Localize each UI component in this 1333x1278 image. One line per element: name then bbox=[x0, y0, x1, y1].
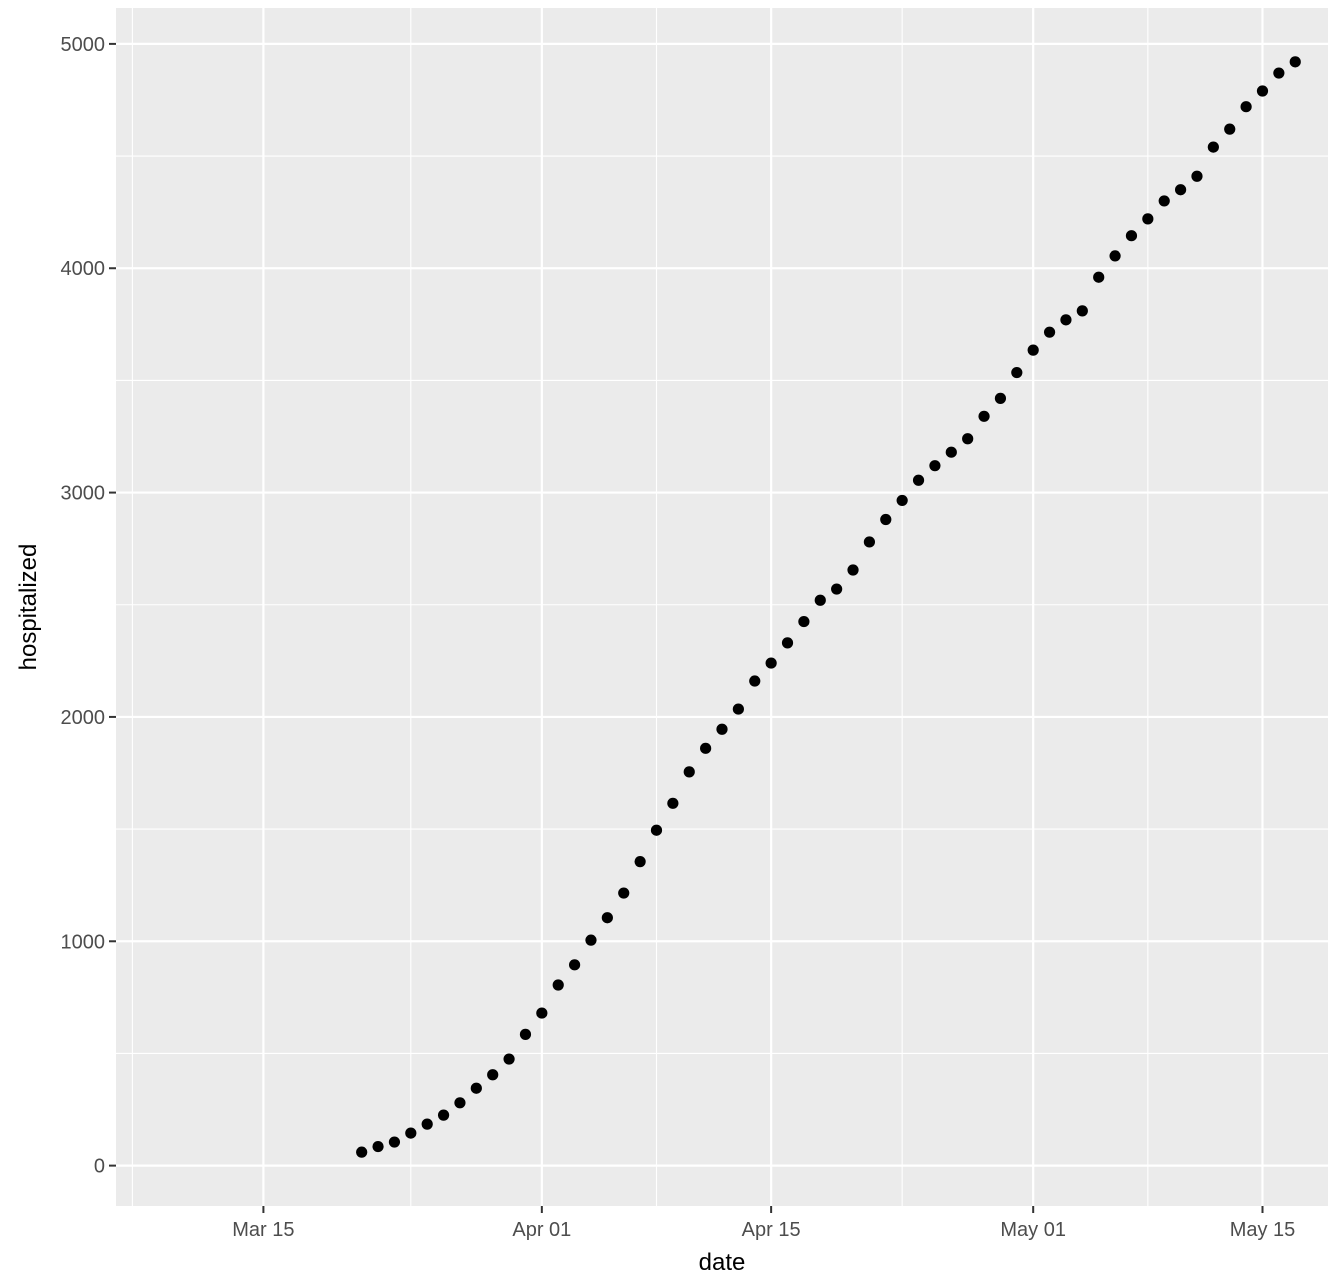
data-point bbox=[994, 392, 1007, 404]
data-point bbox=[650, 824, 663, 836]
y-tick-label: 3000 bbox=[61, 483, 106, 505]
data-point bbox=[388, 1136, 401, 1148]
y-tick-label: 4000 bbox=[61, 258, 106, 280]
data-point bbox=[405, 1127, 417, 1139]
data-point bbox=[421, 1118, 433, 1130]
data-point bbox=[749, 675, 761, 687]
x-tick-label: Mar 15 bbox=[232, 1219, 294, 1241]
data-point bbox=[1043, 326, 1056, 338]
y-tick-label: 0 bbox=[94, 1156, 105, 1178]
data-point bbox=[1011, 366, 1023, 379]
data-point bbox=[1174, 184, 1187, 196]
x-axis-title: date bbox=[699, 1249, 746, 1276]
data-point bbox=[978, 410, 990, 422]
y-tick-label: 1000 bbox=[61, 931, 106, 953]
data-point bbox=[1142, 213, 1154, 225]
data-point bbox=[519, 1028, 532, 1040]
data-point bbox=[700, 742, 712, 754]
data-point bbox=[1256, 85, 1269, 97]
x-tick-label: Apr 01 bbox=[512, 1219, 571, 1241]
plot-panel bbox=[116, 8, 1328, 1206]
data-point bbox=[437, 1109, 450, 1121]
data-point bbox=[1076, 305, 1088, 317]
data-point bbox=[552, 979, 564, 991]
data-point bbox=[356, 1146, 368, 1158]
data-point bbox=[503, 1053, 515, 1065]
x-axis: Mar 15 Apr 01 Apr 15 May 01 May 15 bbox=[232, 1206, 1295, 1241]
data-point bbox=[634, 856, 646, 868]
data-point bbox=[896, 494, 908, 507]
data-point bbox=[912, 474, 925, 486]
x-tick-label: May 15 bbox=[1230, 1219, 1296, 1241]
data-point bbox=[781, 637, 794, 649]
data-point bbox=[1289, 56, 1301, 68]
data-point bbox=[470, 1082, 482, 1094]
data-point bbox=[1125, 230, 1138, 242]
data-point bbox=[716, 723, 728, 735]
data-point bbox=[683, 766, 695, 778]
data-point bbox=[847, 564, 859, 576]
data-point bbox=[863, 536, 876, 548]
y-axis-title: hospitalized bbox=[15, 544, 42, 671]
data-point bbox=[732, 703, 744, 715]
data-point bbox=[536, 1007, 548, 1019]
data-point bbox=[880, 513, 892, 526]
data-point bbox=[1273, 67, 1285, 79]
data-point bbox=[1240, 101, 1252, 113]
y-axis: 0 1000 2000 3000 4000 5000 bbox=[61, 34, 116, 1178]
y-tick-label: 2000 bbox=[61, 707, 106, 729]
data-point bbox=[372, 1140, 384, 1153]
data-point bbox=[601, 912, 613, 924]
data-point bbox=[618, 887, 630, 899]
data-point bbox=[585, 934, 597, 946]
data-point bbox=[814, 594, 826, 606]
data-point bbox=[1109, 250, 1121, 262]
data-point bbox=[1093, 271, 1105, 283]
data-point bbox=[1224, 123, 1236, 135]
data-point bbox=[667, 797, 679, 809]
data-point bbox=[1060, 314, 1072, 326]
x-tick-label: May 01 bbox=[1000, 1219, 1066, 1241]
data-point bbox=[831, 583, 843, 595]
x-tick-label: Apr 15 bbox=[742, 1219, 801, 1241]
data-point bbox=[487, 1069, 499, 1081]
data-point bbox=[568, 959, 581, 971]
y-tick-label: 5000 bbox=[61, 34, 106, 56]
data-point bbox=[962, 433, 974, 445]
data-point bbox=[1158, 195, 1170, 207]
data-point bbox=[945, 446, 957, 458]
data-point bbox=[765, 657, 777, 669]
data-points bbox=[356, 56, 1301, 1158]
data-point bbox=[929, 460, 941, 472]
data-point bbox=[1191, 170, 1203, 182]
data-point bbox=[798, 615, 810, 628]
data-point bbox=[454, 1097, 466, 1109]
data-point bbox=[1027, 344, 1039, 356]
data-point bbox=[1207, 141, 1219, 153]
major-gridlines bbox=[116, 8, 1328, 1206]
minor-gridlines bbox=[116, 8, 1328, 1206]
